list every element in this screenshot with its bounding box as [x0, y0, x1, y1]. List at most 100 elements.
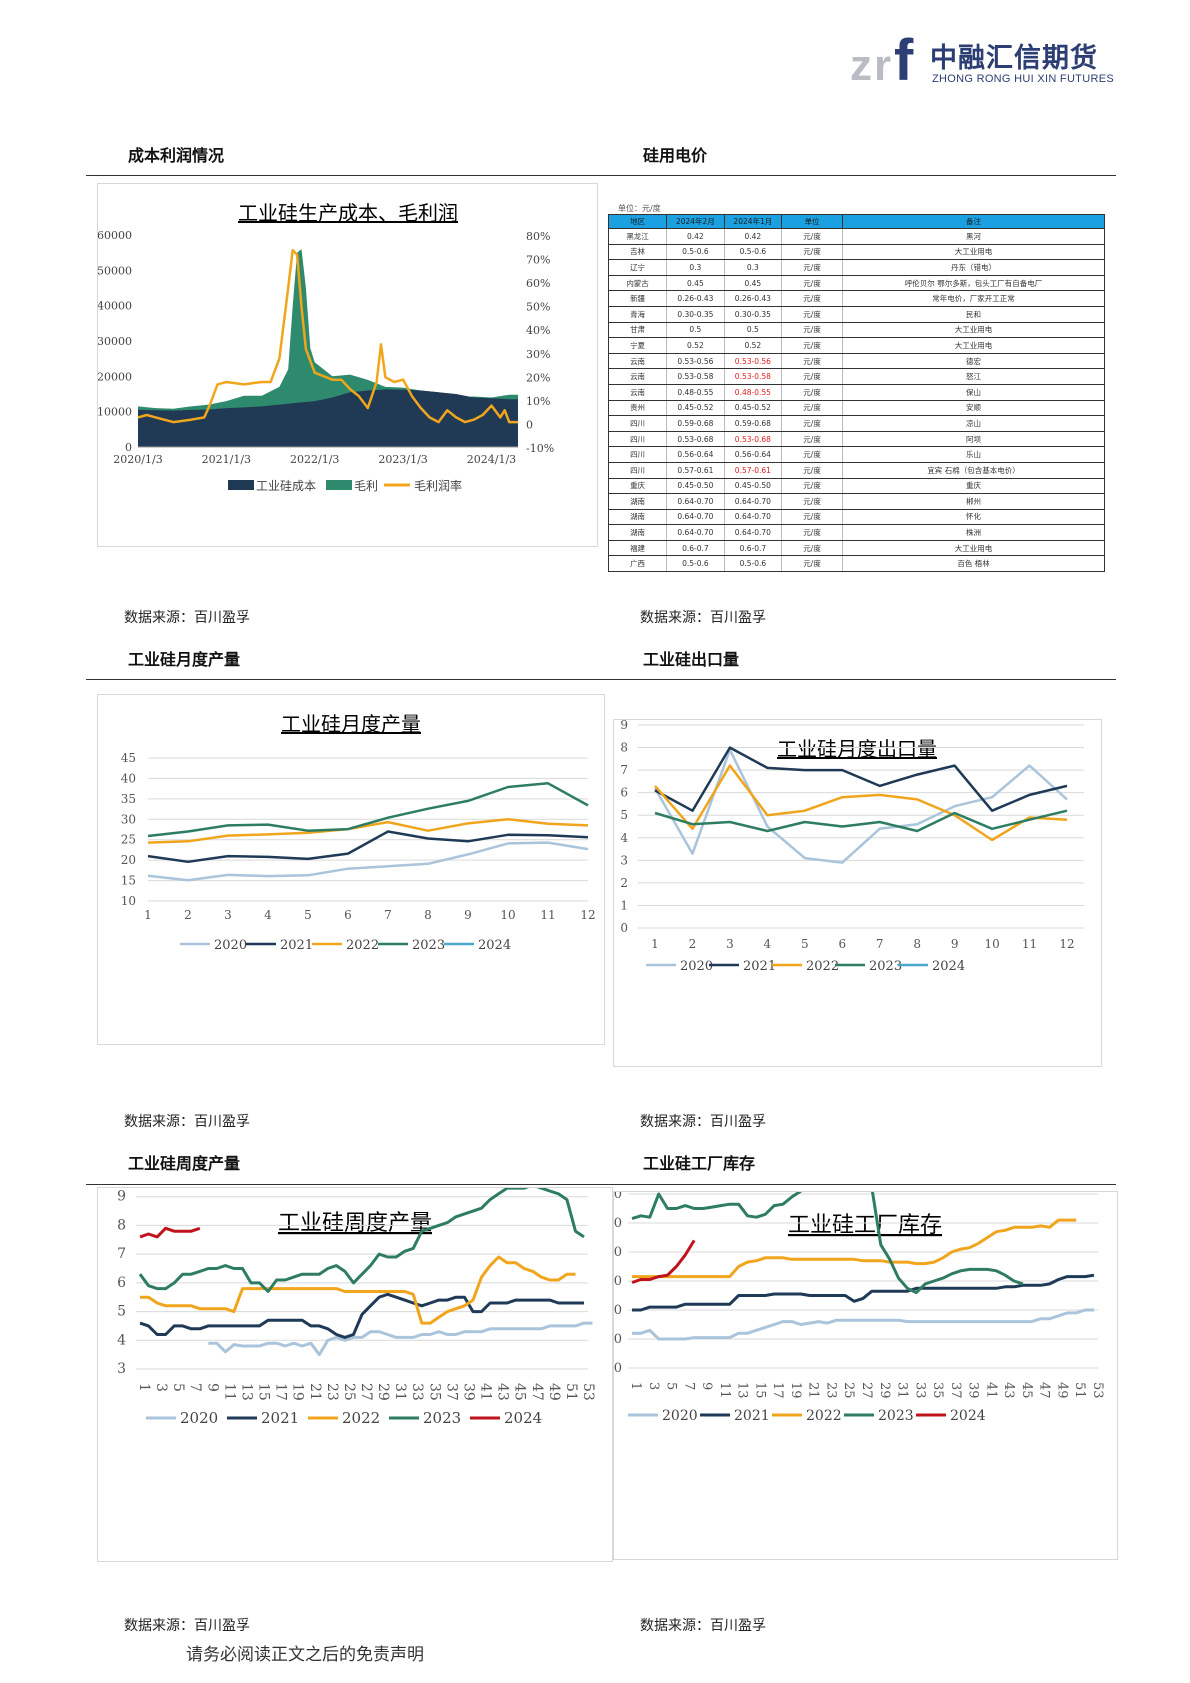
y-tick-label-right: 20%	[526, 371, 550, 384]
x-tick-label: 39	[966, 1382, 981, 1399]
x-tick-label: 2	[689, 937, 697, 951]
x-tick-label: 5	[170, 1383, 186, 1392]
legend-label: 毛利	[354, 479, 378, 493]
table-cell: 0.6-0.7	[666, 540, 725, 557]
x-tick-label: 7	[876, 937, 884, 951]
y-tick-label-left: 60000	[98, 229, 132, 242]
table-cell: 福建	[607, 540, 667, 557]
table-cell: 元/度	[781, 478, 843, 495]
table-row: 云南 0.48-0.55 0.48-0.55 元/度 保山	[607, 384, 1105, 401]
cost-profit-chart-svg: 工业硅生产成本、毛利润 0 10000 20000 30000 40000 50000 60…	[98, 201, 554, 493]
legend-label: 2021	[261, 1409, 299, 1427]
table-cell: 大工业用电	[842, 540, 1105, 557]
table-cell: 0.64-0.70	[666, 493, 725, 510]
table-cell: 0.48-0.55	[723, 384, 782, 401]
x-tick-label: 7	[681, 1382, 696, 1390]
table-body: 黑龙江 0.42 0.42 元/度 黑河 吉林 0.5-0.6 0.5-0.6 元/度 大工业用电…	[607, 228, 1105, 573]
y-tick-label: 20	[121, 853, 136, 867]
table-cell: 辽宁	[607, 259, 667, 276]
x-tick-label: 45	[1019, 1382, 1034, 1399]
x-tick-label: 13	[238, 1383, 254, 1401]
y-tick-label: 35	[121, 792, 136, 806]
x-tick-label: 3	[726, 937, 734, 951]
y-tick-label: 45	[121, 751, 136, 765]
legend-label: 2024	[478, 938, 511, 953]
section-title-cost-profit: 成本利润情况	[128, 146, 225, 165]
x-tick-label: 11	[717, 1382, 732, 1399]
section-divider	[86, 679, 1116, 680]
table-header-cell: 2024年1月	[723, 214, 783, 229]
legend-swatch-cost	[228, 480, 254, 490]
x-tick-label: 37	[443, 1383, 459, 1401]
section-title-inventory: 工业硅工厂库存	[643, 1154, 756, 1173]
table-cell: 元/度	[781, 384, 843, 401]
table-row: 四川 0.53-0.68 0.53-0.68 元/度 阿坝	[607, 431, 1105, 448]
table-cell: 吉林	[607, 244, 667, 261]
x-tick-label: 3	[153, 1383, 169, 1392]
table-cell: 0.42	[723, 228, 782, 245]
x-tick-label: 51	[563, 1383, 579, 1401]
table-row: 云南 0.53-0.58 0.53-0.58 元/度 怒江	[607, 368, 1105, 385]
table-unit-label: 单位：元/度	[618, 204, 661, 213]
x-tick-label: 7	[384, 908, 392, 922]
y-tick-label: 20000	[614, 1332, 622, 1347]
x-tick-label: 41	[478, 1383, 494, 1401]
table-header-cell: 单位	[781, 214, 844, 229]
table-cell: 云南	[607, 353, 667, 370]
x-tick-label: 17	[770, 1382, 785, 1399]
series-line-2020	[632, 1308, 1094, 1341]
x-tick-label: 15	[256, 1383, 272, 1401]
table-cell: 大工业用电	[842, 337, 1105, 354]
export-chart: 工业硅月度出口量 0 1 2 3 4 5 6 7 8 9 1 2 3 4 5 6 7 8 9 10 11 12 2020 20…	[613, 719, 1102, 1067]
table-cell: 元/度	[781, 446, 843, 463]
table-cell: 0.53-0.58	[723, 368, 782, 385]
legend-label: 2024	[950, 1408, 986, 1424]
x-tick-label: 6	[344, 908, 352, 922]
series-line-2023	[138, 1188, 585, 1293]
table-cell: 重庆	[607, 478, 667, 495]
y-tick-label: 10	[121, 894, 136, 908]
table-header-cell: 2024年2月	[666, 214, 725, 229]
x-tick-label: 23	[823, 1382, 838, 1399]
x-tick-label: 31	[895, 1382, 910, 1399]
x-tick-label: 5	[664, 1382, 679, 1390]
table-cell: 元/度	[781, 259, 843, 276]
table-cell: 乐山	[842, 446, 1105, 463]
table-cell: 0.64-0.70	[723, 524, 782, 541]
weekly-output-chart: 工业硅周度产量 34567891013579111315171921232527…	[97, 1187, 613, 1562]
table-cell: 内蒙古	[607, 275, 667, 292]
legend-label: 2022	[806, 959, 839, 974]
table-header-cell: 备注	[842, 214, 1105, 229]
table-row: 湖南 0.64-0.70 0.64-0.70 元/度 怀化	[607, 509, 1105, 526]
table-cell: 宁夏	[607, 337, 667, 354]
table-cell: 0.3	[666, 259, 725, 276]
table-cell: 德宏	[842, 353, 1105, 370]
table-cell: 0.5-0.6	[666, 244, 725, 261]
table-cell: 0.45-0.52	[666, 400, 725, 417]
table-row: 湖南 0.64-0.70 0.64-0.70 元/度 株洲	[607, 524, 1105, 541]
y-tick-label: 9	[620, 720, 628, 732]
table-cell: 元/度	[781, 524, 843, 541]
x-tick-label: 12	[580, 908, 595, 922]
series-line-2023	[631, 1192, 1024, 1295]
x-tick-label: 5	[304, 908, 312, 922]
data-source-note: 数据来源：百川盈孚	[124, 610, 250, 626]
y-tick-label-right: 60%	[526, 277, 550, 290]
svg-text:f: f	[894, 28, 914, 84]
table-cell: 0.26-0.43	[666, 290, 725, 307]
x-tick-label: 4	[264, 908, 272, 922]
table-cell: 0.5-0.6	[723, 244, 782, 261]
table-row: 吉林 0.5-0.6 0.5-0.6 元/度 大工业用电	[607, 244, 1105, 261]
x-tick-label: 47	[529, 1383, 545, 1401]
inventory-chart-svg: 工业硅工厂库存 0 20000 40000 60000 80000 100000 12000…	[614, 1192, 1105, 1424]
y-tick-label-right: 10%	[526, 395, 550, 408]
y-tick-label: 5	[117, 1304, 126, 1320]
table-cell: 0.45	[666, 275, 725, 292]
series-line-2023	[654, 809, 1068, 833]
table-cell: 0.48-0.55	[666, 384, 725, 401]
table-cell: 0.57-0.61	[723, 462, 782, 479]
y-tick-label: 4	[117, 1332, 126, 1348]
x-tick-label: 27	[859, 1382, 874, 1399]
table-cell: 0.57-0.61	[666, 462, 725, 479]
x-tick-label: 2022/1/3	[290, 453, 339, 466]
